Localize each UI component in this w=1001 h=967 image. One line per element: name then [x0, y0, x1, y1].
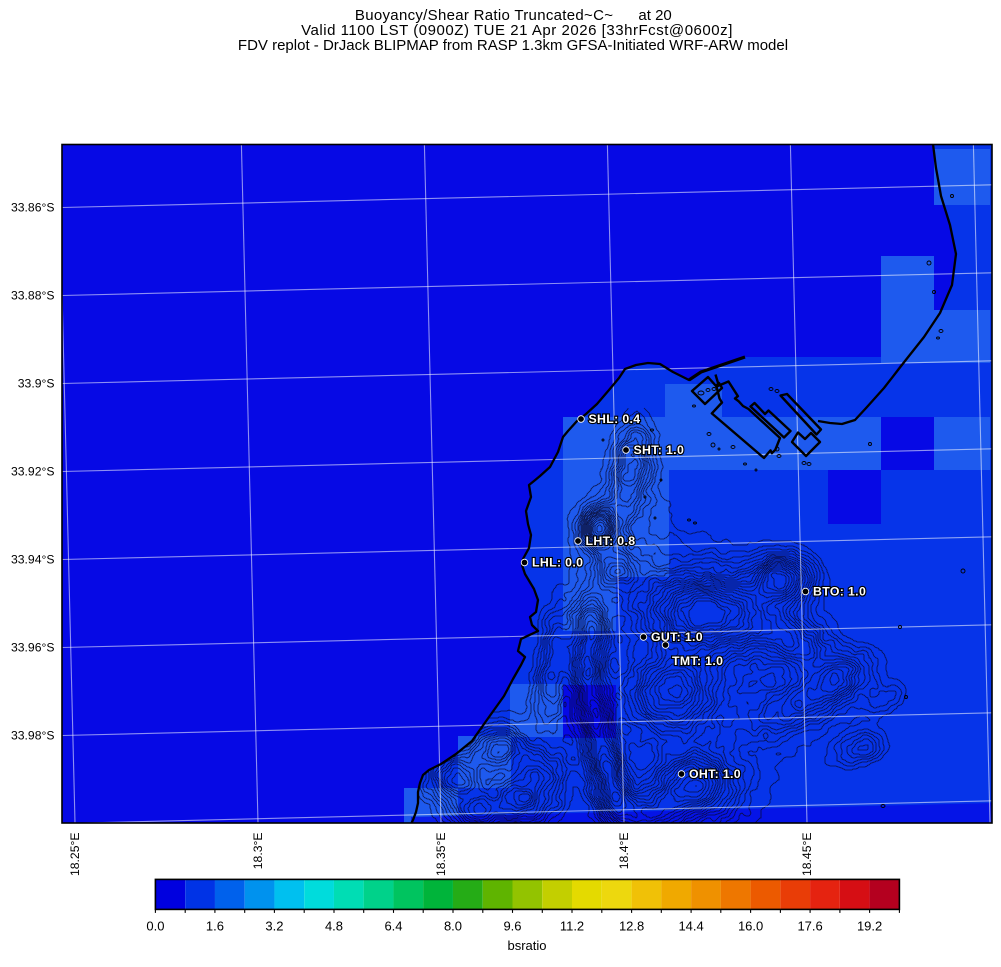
- svg-text:33.92°S: 33.92°S: [11, 465, 55, 479]
- svg-text:18.25°E: 18.25°E: [68, 833, 82, 877]
- svg-text:1.6: 1.6: [206, 919, 224, 934]
- svg-text:LHT: 0.8: LHT: 0.8: [586, 534, 636, 548]
- svg-text:33.96°S: 33.96°S: [11, 641, 55, 655]
- svg-text:17.6: 17.6: [797, 919, 822, 934]
- svg-text:at 20: at 20: [638, 7, 671, 24]
- svg-text:SHL: 0.4: SHL: 0.4: [589, 412, 641, 426]
- svg-text:TMT: 1.0: TMT: 1.0: [672, 654, 723, 668]
- svg-text:GUT: 1.0: GUT: 1.0: [651, 630, 703, 644]
- svg-text:FDV replot - DrJack BLIPMAP fr: FDV replot - DrJack BLIPMAP from RASP 1.…: [238, 37, 788, 54]
- svg-text:33.88°S: 33.88°S: [11, 289, 55, 303]
- svg-text:4.8: 4.8: [325, 919, 343, 934]
- svg-text:9.6: 9.6: [503, 919, 521, 934]
- svg-text:bsratio: bsratio: [507, 938, 546, 953]
- svg-text:33.9°S: 33.9°S: [18, 377, 55, 391]
- svg-text:33.86°S: 33.86°S: [11, 201, 55, 215]
- svg-text:18.3°E: 18.3°E: [251, 833, 265, 870]
- svg-text:6.4: 6.4: [384, 919, 402, 934]
- svg-text:18.35°E: 18.35°E: [434, 833, 448, 877]
- svg-text:8.0: 8.0: [444, 919, 462, 934]
- svg-text:LHL: 0.0: LHL: 0.0: [532, 556, 583, 570]
- svg-text:33.94°S: 33.94°S: [11, 553, 55, 567]
- svg-text:18.4°E: 18.4°E: [617, 833, 631, 870]
- svg-text:3.2: 3.2: [265, 919, 283, 934]
- svg-text:SHT: 1.0: SHT: 1.0: [634, 443, 685, 457]
- svg-text:33.98°S: 33.98°S: [11, 729, 55, 743]
- svg-text:18.45°E: 18.45°E: [800, 833, 814, 877]
- svg-text:14.4: 14.4: [678, 919, 703, 934]
- svg-text:OHT: 1.0: OHT: 1.0: [689, 767, 741, 781]
- svg-text:16.0: 16.0: [738, 919, 763, 934]
- svg-text:19.2: 19.2: [857, 919, 882, 934]
- svg-text:Buoyancy/Shear Ratio Truncated: Buoyancy/Shear Ratio Truncated~C~: [355, 7, 613, 24]
- svg-text:BTO: 1.0: BTO: 1.0: [813, 585, 866, 599]
- svg-text:Valid 1100 LST (0900Z) TUE 21: Valid 1100 LST (0900Z) TUE 21 Apr 2026 […: [301, 22, 733, 39]
- svg-text:12.8: 12.8: [619, 919, 644, 934]
- svg-text:0.0: 0.0: [146, 919, 164, 934]
- svg-text:11.2: 11.2: [560, 919, 584, 934]
